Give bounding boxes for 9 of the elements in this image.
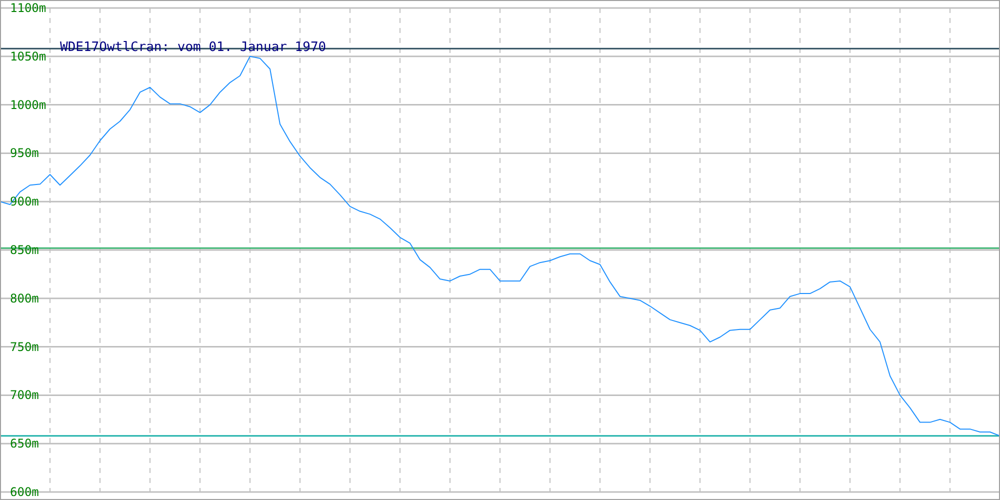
- y-tick-label: 700m: [10, 388, 39, 402]
- y-tick-label: 1100m: [10, 1, 46, 15]
- y-tick-label: 600m: [10, 485, 39, 499]
- y-tick-label: 800m: [10, 291, 39, 306]
- y-tick-label: 650m: [10, 436, 39, 451]
- y-tick-label: 750m: [10, 340, 39, 354]
- y-tick-label: 1000m: [10, 98, 46, 112]
- y-tick-label: 1050m: [10, 49, 46, 64]
- y-tick-label: 950m: [10, 146, 39, 160]
